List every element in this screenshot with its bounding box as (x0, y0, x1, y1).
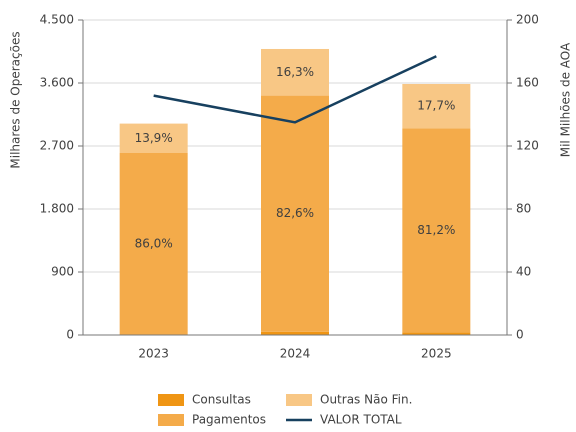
y2-tick-label: 160 (516, 76, 539, 90)
x-tick-label: 2025 (421, 347, 452, 361)
y-tick-label: 3.600 (40, 76, 74, 90)
share-label: 16,3% (276, 65, 314, 79)
share-label: 17,7% (417, 99, 455, 113)
share-label: 86,0% (135, 236, 173, 250)
share-label: 81,2% (417, 223, 455, 237)
y2-axis-title: Mil Milhões de AOA (559, 42, 573, 157)
share-label: 13,9% (135, 131, 173, 145)
y2-tick-label: 120 (516, 139, 539, 153)
legend-label: Outras Não Fin. (320, 393, 412, 407)
y-axis-title: Milhares de Operações (9, 31, 23, 168)
legend-swatch (286, 394, 312, 406)
legend-swatch (158, 394, 184, 406)
y2-tick-label: 0 (516, 328, 524, 342)
y2-tick-label: 40 (516, 265, 531, 279)
legend-swatch (158, 414, 184, 426)
y-tick-label: 4.500 (40, 13, 74, 27)
y2-tick-label: 80 (516, 202, 531, 216)
x-tick-label: 2023 (138, 347, 169, 361)
y-tick-label: 900 (51, 265, 74, 279)
legend-label: Pagamentos (192, 413, 266, 427)
y-tick-label: 1.800 (40, 202, 74, 216)
legend-label: Consultas (192, 393, 251, 407)
legend-label: VALOR TOTAL (320, 413, 402, 427)
y-tick-label: 0 (66, 328, 74, 342)
share-label: 82,6% (276, 206, 314, 220)
y2-tick-label: 200 (516, 13, 539, 27)
y-tick-label: 2.700 (40, 139, 74, 153)
x-tick-label: 2024 (280, 347, 311, 361)
